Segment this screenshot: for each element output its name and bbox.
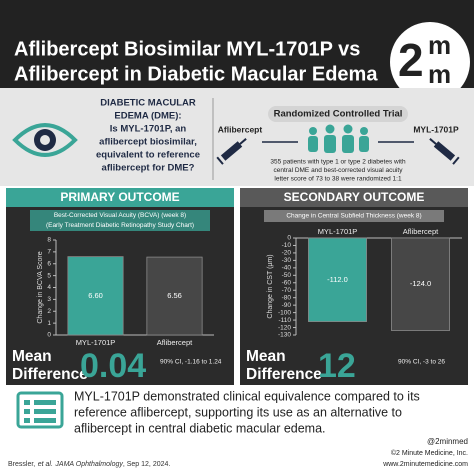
summary-label: Difference bbox=[12, 366, 88, 383]
panel-header bbox=[240, 188, 468, 207]
question-line: aflibercept biosimilar, bbox=[99, 137, 197, 148]
conclusion-line: reference aflibercept, supporting its us… bbox=[74, 405, 402, 419]
question-line: EDEMA (DME): bbox=[114, 111, 181, 122]
y-tick-label: -80 bbox=[282, 294, 292, 301]
chart-title-band bbox=[264, 210, 444, 222]
summary-ci: 90% CI, -3 to 26 bbox=[398, 359, 445, 366]
category-label: Aflibercept bbox=[403, 227, 439, 236]
category-label: MYL-1701P bbox=[318, 227, 358, 236]
description-line: central DME and best-corrected visual ac… bbox=[274, 167, 404, 174]
trial-title: Randomized Controlled Trial bbox=[274, 109, 403, 120]
logo-text: 2 bbox=[398, 34, 424, 86]
chart-subtitle: (Early Treatment Diabetic Retinopathy St… bbox=[46, 222, 194, 229]
bar bbox=[308, 237, 367, 322]
copyright: ©2 Minute Medicine, Inc. bbox=[391, 449, 468, 457]
trial-description: 355 patients with type 1 or type 2 diabe… bbox=[270, 159, 406, 183]
y-tick-label: 1 bbox=[47, 320, 51, 327]
conclusion-line: aflibercept in central diabetic macular … bbox=[74, 421, 326, 435]
panel-header bbox=[6, 188, 234, 207]
y-tick-label: -10 bbox=[282, 242, 292, 249]
y-axis-label: Change in BCVA Score bbox=[37, 251, 44, 323]
chart-title: Change in Central Subfield Thickness (we… bbox=[286, 213, 421, 220]
question-line: aflibercept for DME? bbox=[102, 163, 195, 174]
y-tick-label: 0 bbox=[47, 332, 51, 339]
summary-value: 12 bbox=[318, 347, 356, 385]
description-line: letter score of 73 to 38 were randomized… bbox=[274, 176, 402, 183]
value-label: 6.56 bbox=[167, 291, 182, 300]
y-tick-label: 3 bbox=[47, 296, 51, 303]
title-line: Aflibercept Biosimilar MYL-1701P vs bbox=[14, 38, 360, 60]
description-line: 355 patients with type 1 or type 2 diabe… bbox=[270, 159, 406, 166]
y-tick-label: -30 bbox=[282, 257, 292, 264]
question-line: Is MYL-1701P, an bbox=[110, 124, 187, 135]
y-axis-label: Change in CST (µm) bbox=[267, 254, 274, 318]
question-line: equivalent to reference bbox=[96, 150, 200, 161]
citation-part: et al. bbox=[38, 461, 53, 468]
citation-part: Bressler, bbox=[8, 461, 35, 468]
question-line: DIABETIC MACULAR bbox=[100, 98, 196, 109]
arm-label: Aflibercept bbox=[218, 124, 263, 134]
bar bbox=[146, 256, 203, 336]
section-title: SECONDARY OUTCOME bbox=[284, 190, 425, 204]
conclusion: MYL-1701P demonstrated clinical equivale… bbox=[74, 389, 420, 435]
arm-label: MYL-1701P bbox=[413, 124, 459, 134]
eye-icon bbox=[12, 123, 78, 157]
bar bbox=[391, 237, 450, 331]
bar bbox=[67, 256, 124, 336]
y-tick-label: 6 bbox=[47, 260, 51, 267]
y-tick-label: -50 bbox=[282, 272, 292, 279]
y-tick-label: -20 bbox=[282, 250, 292, 257]
y-tick-label: -90 bbox=[282, 302, 292, 309]
y-tick-label: 8 bbox=[47, 237, 51, 244]
summary-ci: 90% CI, -1.16 to 1.24 bbox=[160, 359, 222, 366]
value-label: 6.60 bbox=[88, 291, 103, 300]
title-line: Aflibercept in Diabetic Macular Edema bbox=[14, 63, 378, 85]
y-tick-label: 4 bbox=[47, 284, 51, 291]
question: DIABETIC MACULAR EDEMA (DME): Is MYL-1701P… bbox=[96, 98, 200, 174]
y-tick-label: -110 bbox=[278, 317, 291, 324]
y-tick-label: 0 bbox=[287, 235, 291, 242]
value-label: -124.0 bbox=[410, 279, 431, 288]
conclusion-line: MYL-1701P demonstrated clinical equivale… bbox=[74, 389, 420, 403]
section-title: PRIMARY OUTCOME bbox=[60, 190, 179, 204]
logo-text: m bbox=[428, 30, 451, 60]
summary-label: Mean bbox=[246, 348, 286, 365]
citation-part: JAMA Ophthalmology bbox=[54, 461, 123, 468]
y-tick-label: 5 bbox=[47, 272, 51, 279]
summary-label: Mean bbox=[12, 348, 52, 365]
syringe-icon bbox=[216, 138, 247, 165]
y-tick-label: -130 bbox=[278, 332, 291, 339]
chart-title: Best-Corrected Visual Acuity (BCVA) (wee… bbox=[54, 212, 186, 219]
chart-title-band bbox=[30, 210, 210, 231]
category-label: MYL-1701P bbox=[76, 338, 116, 347]
value-label: -112.0 bbox=[327, 275, 348, 284]
citation: Bressler, et al. JAMA Ophthalmology, Sep 1… bbox=[8, 461, 170, 468]
people-icon bbox=[308, 124, 369, 153]
intro-band bbox=[0, 88, 474, 186]
category-label: Aflibercept bbox=[157, 338, 193, 347]
syringe-icon bbox=[429, 138, 460, 165]
logo-text: m bbox=[428, 59, 451, 89]
handle: @2minmed bbox=[427, 437, 468, 446]
trial-pill bbox=[268, 106, 408, 122]
y-tick-label: -40 bbox=[282, 265, 292, 272]
summary-value: 0.04 bbox=[80, 347, 146, 385]
y-tick-label: -60 bbox=[282, 279, 292, 286]
y-tick-label: -120 bbox=[278, 324, 291, 331]
website: www.2minutemedicine.com bbox=[382, 461, 468, 468]
citation-part: , Sep 12, 2024. bbox=[123, 461, 171, 468]
y-tick-label: 7 bbox=[47, 249, 51, 256]
summary-label: Difference bbox=[246, 366, 322, 383]
y-tick-label: 2 bbox=[47, 308, 51, 315]
list-icon bbox=[16, 391, 64, 429]
y-tick-label: -70 bbox=[282, 287, 292, 294]
y-tick-label: -100 bbox=[278, 309, 291, 316]
logo-circle bbox=[390, 22, 470, 102]
